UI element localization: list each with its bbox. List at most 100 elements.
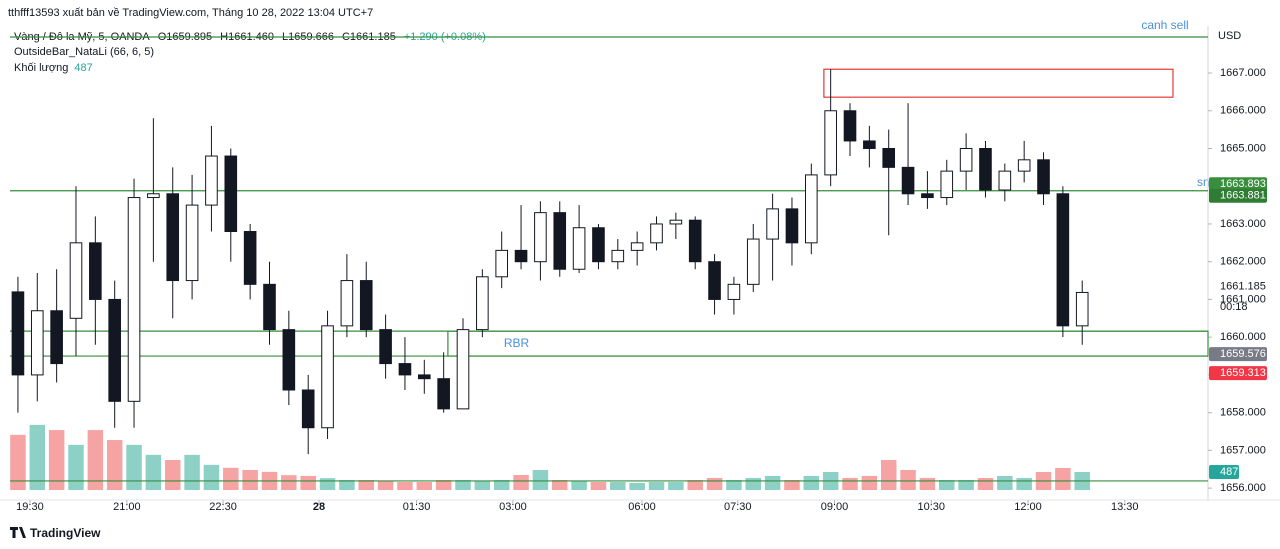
candle-body (379, 329, 392, 365)
y-tick-label: 1660.000 (1220, 331, 1266, 343)
price-label: 1661.185 (1220, 280, 1266, 292)
candle-body (592, 227, 605, 263)
candle-body (30, 310, 44, 376)
candle-body (359, 280, 373, 331)
candle-body (824, 110, 837, 176)
candle-body (340, 280, 354, 327)
volume-bar (164, 460, 181, 490)
volume-bar (842, 477, 858, 490)
volume-bar (513, 475, 529, 490)
volume-bar (242, 470, 258, 490)
candle-body (901, 166, 915, 195)
volume-bar (397, 482, 413, 490)
volume-bar (223, 467, 239, 490)
volume-bar (377, 480, 394, 490)
candle-body (224, 155, 238, 233)
candle-body (1075, 291, 1089, 327)
x-tick-label: 22:30 (209, 501, 237, 513)
candle-body (89, 242, 102, 300)
candle-body (301, 389, 315, 429)
candle-body (669, 219, 683, 225)
volume-bar (281, 475, 297, 490)
publish-note: tthfff13593 xuất bản về TradingView.com,… (8, 7, 373, 19)
indicator-legend: OutsideBar_NataLi (66, 6, 5) (14, 46, 154, 58)
candle-body (1037, 159, 1050, 195)
volume-bar (319, 478, 336, 490)
candle-body (108, 298, 121, 402)
price-label-box (1209, 188, 1267, 203)
x-tick-label: 21:00 (113, 501, 141, 513)
volume-bar (48, 430, 65, 490)
candle-body (650, 223, 663, 244)
candle-body (1017, 159, 1031, 172)
candle-body (514, 249, 528, 263)
volume-bar (474, 480, 491, 490)
zone (823, 68, 1174, 98)
volume-bar (977, 477, 994, 490)
price-label-box (1209, 366, 1267, 381)
volume-bar (300, 475, 316, 490)
volume-bar (106, 440, 123, 490)
x-tick-label: 12:00 (1014, 501, 1042, 513)
volume-bar (706, 477, 723, 490)
candle-body (1056, 193, 1070, 327)
x-tick-label: 06:00 (628, 501, 656, 513)
volume-bar (861, 475, 878, 490)
candle-body (688, 219, 702, 263)
annotation: canh sell (1141, 18, 1188, 32)
volume-bar (416, 482, 433, 490)
candle-body (553, 212, 567, 270)
candle-body (805, 174, 818, 244)
volume-bar (184, 454, 200, 490)
volume-bar (648, 482, 665, 490)
x-tick-label: 13:30 (1111, 501, 1139, 513)
volume-bar (126, 444, 142, 490)
y-tick-label: 1667.000 (1220, 67, 1266, 79)
volume-bar (552, 480, 568, 490)
volume-bar (745, 477, 761, 490)
candle-body (205, 155, 218, 206)
candle-body (147, 193, 160, 199)
volume-legend: Khối lượng 487 (14, 62, 93, 74)
countdown: 00:18 (1220, 301, 1248, 313)
volume-bar (10, 434, 26, 490)
currency: USD (1218, 30, 1241, 42)
volume-bar (726, 480, 742, 490)
zone (447, 330, 1209, 357)
candle-body (243, 231, 257, 285)
candle-body (940, 170, 954, 199)
y-tick-label: 1658.000 (1220, 407, 1266, 419)
y-tick-label: 1661.000 (1220, 293, 1266, 305)
candle-body (166, 193, 180, 282)
candle-body (785, 208, 799, 244)
y-tick-label: 1656.000 (1220, 482, 1266, 494)
price-label: 1663.893 (1220, 178, 1266, 190)
candle-body (127, 197, 141, 402)
volume-bar (1016, 477, 1032, 490)
volume-bar (803, 475, 820, 490)
annotation: sn (1197, 175, 1210, 189)
volume-bar (997, 475, 1013, 490)
zone-label: RBR (504, 336, 530, 350)
price-label-box (1209, 347, 1267, 362)
volume-bar (939, 480, 955, 490)
x-tick-label: 28 (313, 501, 325, 513)
candle-body (979, 147, 992, 191)
x-tick-label: 10:30 (918, 501, 946, 513)
volume-bar (87, 430, 104, 490)
volume-bar (435, 480, 452, 490)
volume-bar (203, 464, 220, 490)
volume-bar (610, 482, 626, 490)
volume-bar (455, 480, 471, 490)
y-tick-label: 1665.000 (1220, 142, 1266, 154)
x-tick-label: 01:30 (403, 501, 431, 513)
candle-body (282, 329, 296, 391)
candle-body (456, 329, 470, 410)
candle-body (959, 147, 973, 172)
volume-bar (764, 475, 781, 490)
candle-body (746, 238, 760, 285)
footer-logo: TradingView (30, 526, 101, 540)
candle-body (998, 170, 1012, 191)
